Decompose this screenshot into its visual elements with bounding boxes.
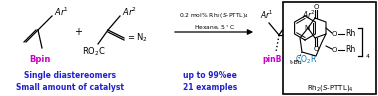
Text: O: O	[331, 47, 337, 53]
Text: Rh: Rh	[345, 46, 355, 55]
Text: O: O	[313, 46, 319, 52]
Text: Rh$_2$($\it{S}$-PTTL)$_4$: Rh$_2$($\it{S}$-PTTL)$_4$	[307, 83, 353, 93]
Text: t-Bu: t-Bu	[290, 60, 302, 65]
Text: N: N	[304, 25, 310, 31]
Text: Ar$^2$: Ar$^2$	[122, 6, 137, 18]
Text: Ar$^2$: Ar$^2$	[302, 9, 316, 21]
Text: Ar$^1$: Ar$^1$	[260, 9, 274, 21]
Text: RO$_2$C: RO$_2$C	[82, 46, 106, 58]
Text: +: +	[74, 27, 82, 37]
Text: CO$_2$R: CO$_2$R	[295, 54, 317, 66]
Text: 0.2 mol% Rh$_2$($\it{S}$-PTTL)$_4$: 0.2 mol% Rh$_2$($\it{S}$-PTTL)$_4$	[179, 12, 249, 21]
Bar	[283, 2, 376, 94]
Text: Small amount of catalyst: Small amount of catalyst	[16, 84, 124, 93]
Text: pinB: pinB	[262, 55, 282, 65]
Text: Hexane, 5$^\circ$C: Hexane, 5$^\circ$C	[194, 24, 234, 32]
Text: Single diastereomers: Single diastereomers	[24, 70, 116, 79]
Text: O: O	[313, 4, 319, 10]
Text: Ar$^1$: Ar$^1$	[54, 6, 69, 18]
Text: 21 examples: 21 examples	[183, 84, 237, 93]
Text: 4: 4	[366, 53, 370, 58]
Text: Rh: Rh	[345, 29, 355, 38]
Text: O: O	[331, 31, 337, 37]
Text: Bpin: Bpin	[29, 55, 51, 65]
Text: $=$N$_2$: $=$N$_2$	[126, 32, 148, 44]
Text: up to 99%ee: up to 99%ee	[183, 70, 237, 79]
